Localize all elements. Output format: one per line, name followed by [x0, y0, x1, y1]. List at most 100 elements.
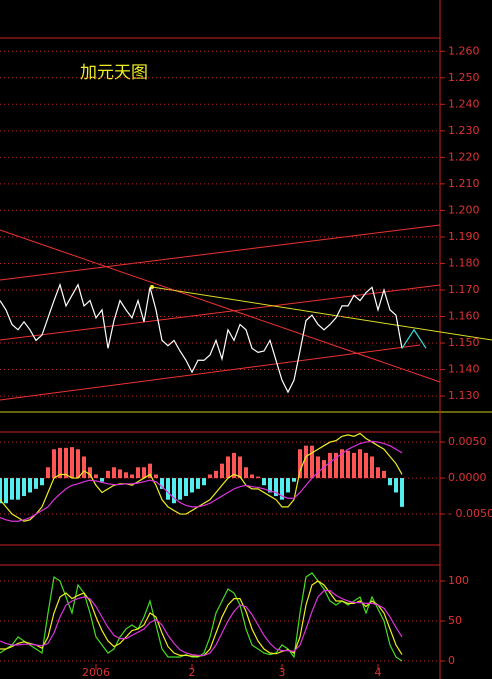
bar — [142, 467, 146, 479]
y-tick-label: 0 — [448, 654, 455, 667]
bar — [352, 452, 356, 479]
bar — [40, 478, 44, 486]
trend-line — [0, 344, 421, 401]
bar — [382, 470, 386, 479]
bar — [220, 463, 224, 479]
x-tick-label: 2 — [189, 666, 196, 679]
bar — [346, 450, 350, 479]
y-tick-label: 1.260 — [448, 44, 480, 57]
bar — [274, 478, 278, 497]
bar — [118, 469, 122, 479]
bar — [388, 478, 392, 486]
y-tick-label: 1.160 — [448, 310, 480, 323]
bar — [136, 467, 140, 479]
bar — [322, 460, 326, 479]
bar — [208, 474, 212, 479]
bar — [232, 452, 236, 479]
y-tick-label: 1.150 — [448, 336, 480, 349]
bar — [82, 456, 86, 479]
bar — [244, 467, 248, 479]
bar — [100, 478, 104, 482]
bar — [22, 478, 26, 497]
y-tick-label: 100 — [448, 574, 469, 587]
bar — [250, 474, 254, 479]
bar — [64, 447, 68, 479]
bar — [178, 478, 182, 500]
bar — [0, 478, 2, 504]
chart-title: 加元天图 — [80, 63, 148, 83]
bar — [184, 478, 188, 497]
trend-line — [0, 284, 441, 341]
y-tick-label: 1.230 — [448, 124, 480, 137]
x-tick-label: 2006 — [82, 666, 110, 679]
bar — [310, 445, 314, 479]
y-tick-label: 1.200 — [448, 203, 480, 216]
bar — [280, 478, 284, 500]
bar — [226, 456, 230, 479]
y-tick-label: 1.140 — [448, 363, 480, 376]
bar — [256, 476, 260, 479]
bar — [112, 467, 116, 479]
trend-line — [0, 229, 441, 383]
bar — [148, 463, 152, 479]
bar — [334, 452, 338, 479]
bar — [304, 445, 308, 479]
x-tick-label: 3 — [279, 666, 286, 679]
y-tick-label: 1.190 — [448, 230, 480, 243]
bar — [70, 447, 74, 479]
bar — [166, 478, 170, 500]
y-tick-label: 50 — [448, 614, 462, 627]
bar — [298, 449, 302, 479]
bar — [268, 478, 272, 493]
y-tick-label: 1.170 — [448, 283, 480, 296]
bar — [46, 467, 50, 479]
bar — [400, 478, 404, 507]
bar — [172, 478, 176, 504]
bar — [4, 478, 8, 504]
bar — [316, 456, 320, 479]
bar — [160, 478, 164, 489]
bar — [292, 478, 296, 482]
y-tick-label: - 0.0050 — [448, 507, 492, 520]
bar — [376, 467, 380, 479]
bar — [76, 449, 80, 479]
line-series — [0, 590, 403, 656]
bar — [190, 478, 194, 493]
bar — [16, 478, 20, 500]
bar — [238, 456, 242, 479]
y-tick-label: 1.240 — [448, 97, 480, 110]
y-tick-label: 1.180 — [448, 256, 480, 269]
bar — [28, 478, 32, 493]
bar — [94, 474, 98, 479]
bar — [88, 467, 92, 479]
bar — [52, 449, 56, 479]
y-tick-label: 1.220 — [448, 150, 480, 163]
line-series — [0, 440, 403, 522]
x-tick-label: 4 — [375, 666, 382, 679]
bar — [130, 474, 134, 479]
bar — [340, 449, 344, 479]
bar — [58, 447, 62, 479]
y-tick-label: 0.0050 — [448, 435, 487, 448]
bar — [328, 452, 332, 479]
bar — [196, 478, 200, 489]
line-series — [0, 432, 403, 522]
bar — [370, 456, 374, 479]
bar — [124, 472, 128, 479]
bar — [394, 478, 398, 493]
y-tick-label: 1.130 — [448, 389, 480, 402]
bar — [10, 478, 14, 500]
bar — [202, 478, 206, 486]
anchor-dot — [150, 285, 154, 289]
y-tick-label: 1.210 — [448, 177, 480, 190]
y-tick-label: 1.250 — [448, 71, 480, 84]
bar — [364, 452, 368, 479]
bar — [262, 478, 266, 486]
bar — [34, 478, 38, 489]
line-series — [401, 328, 427, 349]
bar — [106, 470, 110, 479]
bar — [154, 474, 158, 479]
trend-line — [0, 224, 441, 281]
